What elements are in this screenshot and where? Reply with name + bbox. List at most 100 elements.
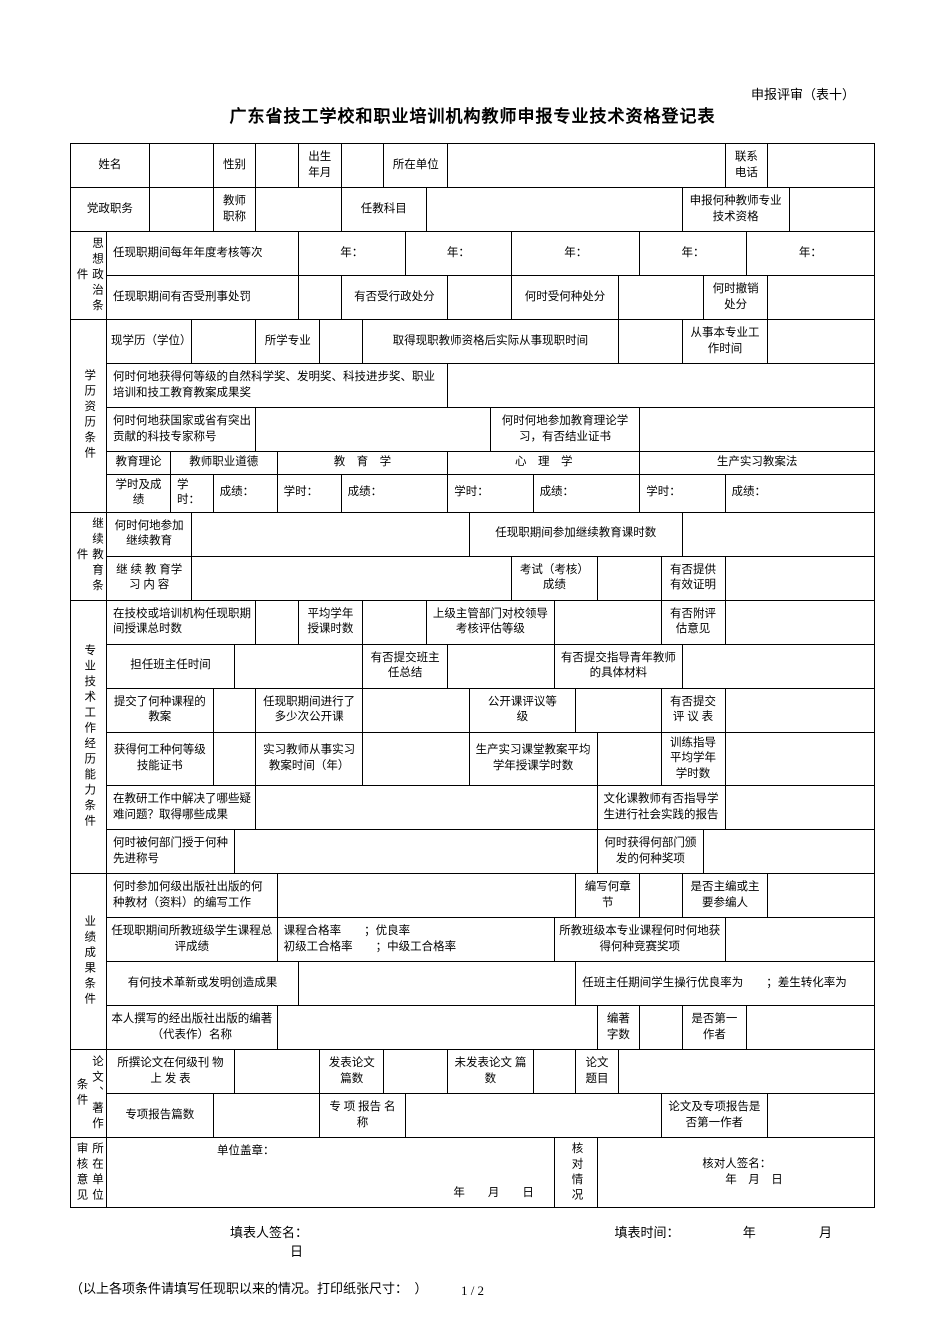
label-this-major-time: 从事本专业工作时间	[682, 320, 767, 364]
field-hg4b[interactable]: 成绩：	[725, 474, 874, 512]
field-special-name[interactable]	[405, 1094, 661, 1138]
field-superior-eval[interactable]	[554, 600, 661, 644]
field-class-teacher-time[interactable]	[234, 644, 362, 688]
vlabel-ideology: 思想政治条件	[71, 232, 107, 320]
field-special-count[interactable]	[213, 1094, 320, 1138]
field-gender[interactable]	[256, 144, 299, 188]
field-degree[interactable]	[192, 320, 256, 364]
field-unpub-count[interactable]	[533, 1050, 576, 1094]
label-teach-subject: 任教科目	[341, 188, 426, 232]
field-train-avg[interactable]	[725, 732, 874, 786]
field-teach-hours-total[interactable]	[256, 600, 299, 644]
field-phone[interactable]	[768, 144, 875, 188]
field-edu-theory-study[interactable]	[640, 408, 875, 452]
label-special-count: 专项报告篇数	[107, 1094, 214, 1138]
field-first-author1[interactable]	[746, 1006, 874, 1050]
field-attach-opinion[interactable]	[725, 600, 874, 644]
field-submit-summary[interactable]	[448, 644, 555, 688]
field-guide-youth[interactable]	[682, 644, 874, 688]
field-birth[interactable]	[341, 144, 384, 188]
label-major: 所学专业	[256, 320, 320, 364]
field-sci-award[interactable]	[448, 364, 875, 408]
field-apply-qual[interactable]	[789, 188, 875, 232]
field-hg1b[interactable]: 成绩：	[213, 474, 277, 512]
label-cont-content: 继 续 教 育学 习 内 容	[107, 556, 192, 600]
field-hg3a[interactable]: 学时：	[448, 474, 533, 512]
field-year2[interactable]: 年：	[405, 232, 512, 276]
field-submit-plan[interactable]	[213, 688, 256, 732]
field-write-chapter[interactable]	[640, 874, 683, 918]
field-main-or-co[interactable]	[768, 874, 875, 918]
field-year3[interactable]: 年：	[512, 232, 640, 276]
field-dept-award-no[interactable]	[234, 830, 597, 874]
field-hg3b[interactable]: 成绩：	[533, 474, 640, 512]
field-dept-award-get[interactable]	[704, 830, 875, 874]
field-avg-year-hours[interactable]	[362, 600, 426, 644]
field-nation-expert[interactable]	[256, 408, 491, 452]
label-cont-when: 何时何地参加继续教育	[107, 512, 192, 556]
field-teach-subject[interactable]	[426, 188, 682, 232]
label-course5: 生产实习教案法	[640, 452, 875, 475]
label-submit-summary: 有否提交班主任总结	[362, 644, 447, 688]
field-when-penalty[interactable]	[618, 276, 703, 320]
label-research-solve: 在教研工作中解决了哪些疑难问题？取得哪些成果	[107, 786, 256, 830]
label-edu-theory-study: 何时何地参加教育理论学习，有否结业证书	[490, 408, 639, 452]
field-cont-hours[interactable]	[682, 512, 874, 556]
field-pub-count[interactable]	[384, 1050, 448, 1094]
field-year4[interactable]: 年：	[640, 232, 747, 276]
field-open-class-grade[interactable]	[576, 688, 661, 732]
field-hg1a[interactable]: 学时：	[170, 474, 213, 512]
field-checker[interactable]: 核对人签名： 年 月 日	[597, 1138, 874, 1208]
label-main-or-co: 是否主编或主要参编人	[682, 874, 767, 918]
field-this-major-time[interactable]	[768, 320, 875, 364]
field-open-class-count[interactable]	[362, 688, 469, 732]
label-superior-eval: 上级主管部门对校领导考核评估等级	[426, 600, 554, 644]
label-fill-time: 填表时间：	[615, 1222, 680, 1241]
field-hg4a[interactable]: 学时：	[640, 474, 725, 512]
field-after-qual-time[interactable]	[618, 320, 682, 364]
field-audit-opinion[interactable]: 单位盖章： 年 月 日	[107, 1138, 555, 1208]
label-course2: 教师职业道德	[170, 452, 277, 475]
field-book-words[interactable]	[640, 1006, 683, 1050]
field-teacher-title[interactable]	[256, 188, 341, 232]
field-cont-proof[interactable]	[725, 556, 874, 600]
vlabel-professional: 专业技术工作经历能力条件	[71, 600, 107, 874]
vlabel-check: 核对情况	[554, 1138, 597, 1208]
label-annual-review: 任现职期间每年年度考核等次	[107, 232, 299, 276]
field-book-name[interactable]	[277, 1006, 597, 1050]
label-cont-hours: 任现职期间参加继续教育课时数	[469, 512, 682, 556]
field-practice-time[interactable]	[362, 732, 469, 786]
field-criminal[interactable]	[298, 276, 341, 320]
label-open-class-count: 任现职期间进行了多少次公开课	[256, 688, 363, 732]
field-prod-plan-avg[interactable]	[597, 732, 661, 786]
field-research-solve[interactable]	[256, 786, 597, 830]
field-unit[interactable]	[448, 144, 725, 188]
label-apply-qual: 申报何种教师专业技术资格	[682, 188, 789, 232]
field-first-author2[interactable]	[768, 1094, 875, 1138]
field-party-post[interactable]	[149, 188, 213, 232]
label-book-words: 编著字数	[597, 1006, 640, 1050]
field-contest-award[interactable]	[725, 918, 874, 962]
field-publish-work[interactable]	[277, 874, 576, 918]
field-cont-exam[interactable]	[597, 556, 661, 600]
label-degree: 现学历（学位）	[107, 320, 192, 364]
field-skill-cert[interactable]	[213, 732, 256, 786]
field-hg2b[interactable]: 成绩：	[341, 474, 448, 512]
field-journal-level[interactable]	[234, 1050, 319, 1094]
field-name[interactable]	[149, 144, 213, 188]
field-paper-title[interactable]	[618, 1050, 874, 1094]
field-cont-content[interactable]	[192, 556, 512, 600]
field-cont-when[interactable]	[192, 512, 469, 556]
field-revoke[interactable]	[768, 276, 875, 320]
field-year5[interactable]: 年：	[746, 232, 874, 276]
field-tech-innov[interactable]	[298, 962, 575, 1006]
label-cont-proof: 有否提供有效证明	[661, 556, 725, 600]
field-submit-review[interactable]	[725, 688, 874, 732]
field-admin-penalty[interactable]	[448, 276, 512, 320]
label-first-author1: 是否第一作者	[682, 1006, 746, 1050]
field-hg2a[interactable]: 学时：	[277, 474, 341, 512]
field-culture-guide[interactable]	[725, 786, 874, 830]
page-title: 广东省技工学校和职业培训机构教师申报专业技术资格登记表	[70, 102, 875, 127]
field-year1[interactable]: 年：	[298, 232, 405, 276]
field-major[interactable]	[320, 320, 363, 364]
